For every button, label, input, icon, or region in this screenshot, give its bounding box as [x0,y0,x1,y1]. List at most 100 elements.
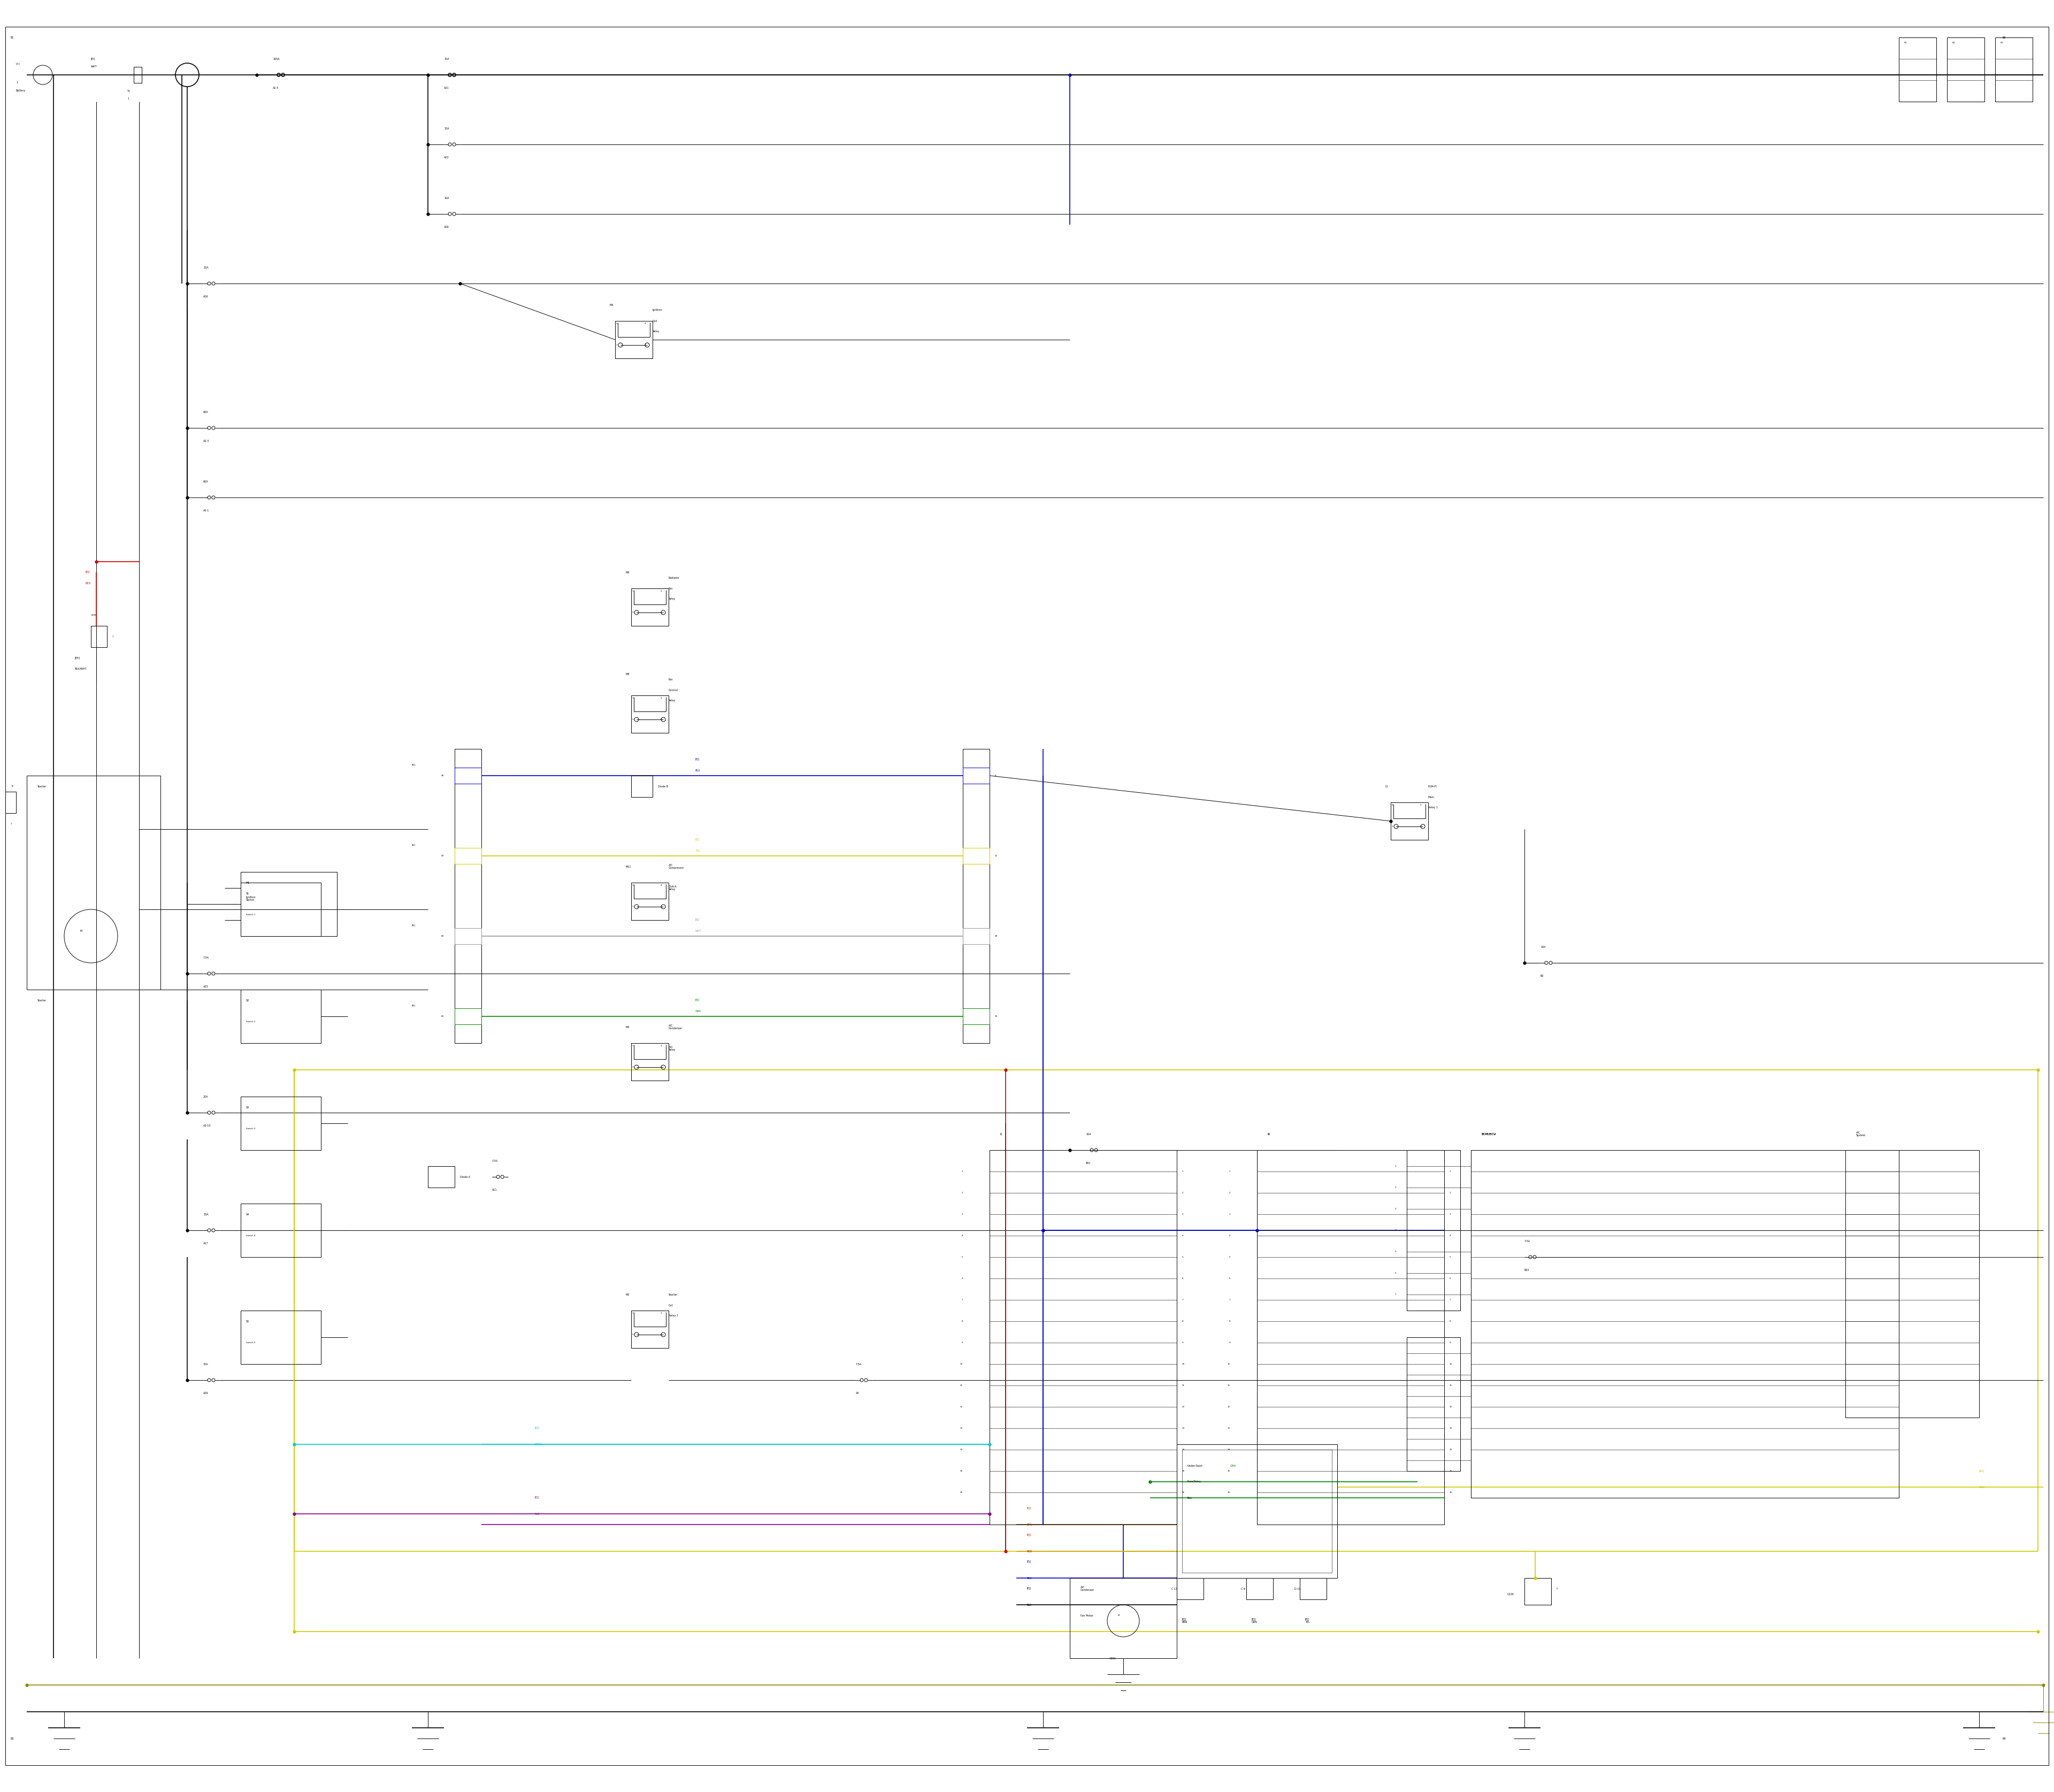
Text: T4: T4 [10,785,14,787]
Text: Main: Main [1428,796,1434,799]
Text: 60A: 60A [203,410,207,414]
Bar [240,1310,320,1364]
Text: 7.5A: 7.5A [203,957,210,959]
Text: M8: M8 [626,672,631,676]
Text: Starter: Starter [37,785,47,788]
Text: Switch 5: Switch 5 [246,1342,255,1344]
Text: A21: A21 [444,88,450,90]
Text: L5: L5 [1384,785,1389,788]
Bar [1300,1579,1327,1600]
Text: T1: T1 [127,90,129,91]
Bar [1177,1579,1204,1600]
Text: M4: M4 [610,303,614,306]
Text: A1-5: A1-5 [273,88,279,90]
Text: A22: A22 [444,156,450,159]
Text: 10: 10 [1450,1364,1452,1366]
Bar [240,1204,320,1256]
Text: R2: R2 [1953,41,1955,43]
Text: G301: G301 [1109,1658,1115,1659]
Text: 11: 11 [1228,1385,1230,1387]
Text: B31: B31 [1087,1163,1091,1165]
Text: A/C
Condenser: A/C Condenser [1080,1586,1095,1591]
Text: A2-1: A2-1 [203,509,210,513]
Text: 12: 12 [1228,1405,1230,1409]
Text: M1: M1 [246,882,251,883]
Text: A/C
System: A/C System [1857,1131,1865,1136]
Bar [1844,1150,1980,1417]
Text: [EJ]: [EJ] [696,758,700,762]
Text: Radiator: Radiator [670,577,680,579]
Bar [454,848,481,864]
Text: PGM-FI: PGM-FI [1428,785,1438,788]
Text: [EJ]: [EJ] [1027,1507,1031,1511]
Text: Switch 2: Switch 2 [246,1021,255,1023]
Text: GRN: GRN [696,1009,700,1012]
Text: LT.BLU: LT.BLU [534,1443,542,1446]
Text: C 17: C 17 [1171,1588,1177,1590]
Text: 66: 66 [442,935,444,937]
Text: PUR: PUR [534,1512,540,1516]
Bar [1391,803,1428,840]
Bar [631,1310,670,1348]
Text: 15: 15 [959,1469,963,1471]
Text: 28: 28 [994,935,998,937]
Text: 16: 16 [959,1491,963,1493]
Text: 12: 12 [1450,1405,1452,1409]
Bar [1257,1150,1444,1525]
Bar [614,321,653,358]
Text: BLU: BLU [1027,1577,1031,1579]
Text: M11: M11 [626,866,631,867]
Bar [963,749,990,1043]
Text: 15A: 15A [203,267,207,269]
Bar [1898,38,1937,102]
Text: 60A: 60A [203,480,207,482]
Text: 14: 14 [1450,1448,1452,1452]
Bar [427,1167,454,1188]
Text: B1: B1 [10,36,14,39]
Text: [EJ]: [EJ] [696,839,700,840]
Text: 14: 14 [1183,1448,1185,1452]
Text: S1: S1 [246,892,249,894]
Text: M9: M9 [626,572,631,573]
Bar [963,848,990,864]
Text: 42: 42 [442,1016,444,1018]
Text: C229: C229 [1508,1593,1514,1595]
Text: RED: RED [86,582,90,584]
Text: (+): (+) [16,63,21,66]
Bar [240,989,320,1043]
Text: A2-3: A2-3 [203,441,210,443]
Text: C408: C408 [90,615,97,616]
Bar [134,66,142,82]
Text: 13: 13 [1183,1426,1185,1430]
Text: 16: 16 [1450,1491,1452,1493]
Text: BLU: BLU [696,769,700,772]
Text: Box: Box [1187,1496,1193,1500]
Text: A17: A17 [203,1242,207,1245]
Text: B4: B4 [2003,1736,2007,1740]
Text: S5: S5 [246,1321,249,1322]
Text: [B0]: [B0] [1980,1469,1984,1473]
Text: [EJ]: [EJ] [1027,1534,1031,1536]
Bar [631,588,670,625]
Text: [EJ]: [EJ] [534,1426,540,1430]
Text: 10: 10 [1183,1364,1185,1366]
Text: BLK/WHT: BLK/WHT [74,667,86,670]
Bar [454,1009,481,1025]
Text: 15: 15 [1450,1469,1452,1471]
Text: [EJ]: [EJ] [534,1496,540,1500]
Bar [240,1097,320,1150]
Text: 16: 16 [1228,1491,1230,1493]
Bar [454,749,481,1043]
Text: [EJ]
BRN: [EJ] BRN [1183,1618,1187,1624]
Text: 20A: 20A [203,1095,207,1098]
Text: Switch 3: Switch 3 [246,1127,255,1129]
Text: 16: 16 [1183,1491,1185,1493]
Text: 10A: 10A [1087,1133,1091,1136]
Text: 7.5A: 7.5A [1524,1240,1530,1242]
Text: M3: M3 [626,1025,631,1029]
Text: [EJ]
YEL: [EJ] YEL [1304,1618,1310,1624]
Text: [EJ]: [EJ] [86,572,90,573]
Text: S2: S2 [246,998,249,1002]
Bar [631,883,670,919]
Text: S4: S4 [246,1213,249,1215]
